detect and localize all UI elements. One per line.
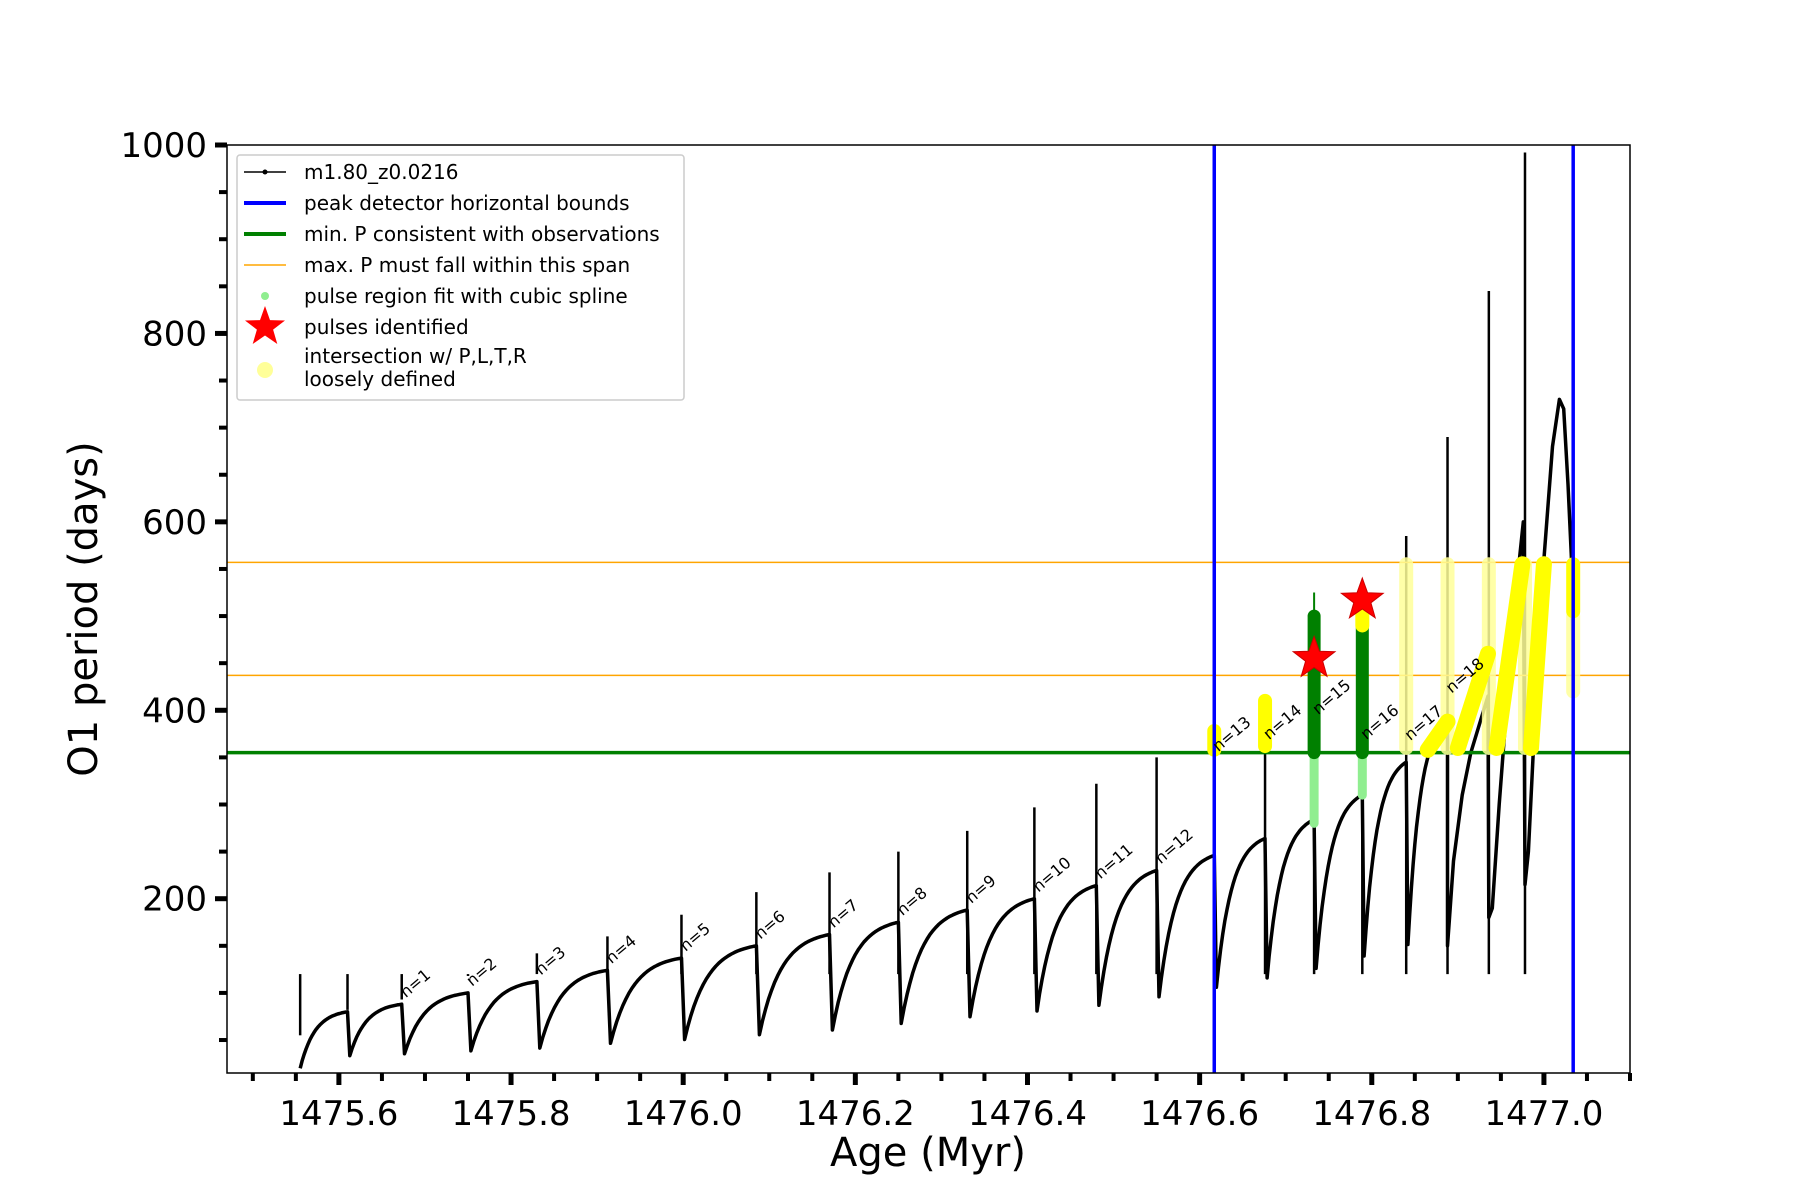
x-tick-label: 1476.4 [968, 1094, 1087, 1134]
pulse-star-icon [1339, 576, 1385, 620]
legend-star-icon [245, 306, 285, 344]
legend-box [236, 154, 685, 401]
y-axis-title: O1 period (days) [61, 441, 107, 776]
pulse-label: n=2 [462, 954, 500, 990]
y-tick-label: 600 [142, 503, 207, 543]
x-tick-label: 1477.0 [1484, 1094, 1603, 1134]
pulse-star-icon [1291, 635, 1337, 678]
intersection-track [1449, 645, 1496, 756]
legend-label: peak detector horizontal bounds [304, 191, 630, 215]
intersection-track [1523, 556, 1552, 756]
legend-label: max. P must fall within this span [304, 253, 630, 277]
legend-label: pulse region fit with cubic spline [304, 284, 628, 308]
legend-label: intersection w/ P,L,T,R [304, 344, 527, 368]
legend-label-line2: loosely defined [304, 367, 456, 391]
y-tick-label: 400 [142, 691, 207, 731]
x-axis-title: Age (Myr) [830, 1130, 1026, 1176]
x-tick-label: 1476.2 [796, 1094, 915, 1134]
x-tick-label: 1476.6 [1140, 1094, 1259, 1134]
legend-handle-circle [257, 362, 273, 378]
intersection-track [1419, 713, 1456, 758]
x-tick-label: 1475.6 [279, 1094, 398, 1134]
y-tick-label: 1000 [120, 126, 207, 166]
plot-frame [226, 144, 1631, 1074]
legend-label: min. P consistent with observations [304, 222, 660, 246]
x-tick-label: 1476.0 [624, 1094, 743, 1134]
legend-handle-dot [262, 169, 268, 175]
x-tick-label: 1476.8 [1312, 1094, 1431, 1134]
legend-label: m1.80_z0.0216 [304, 160, 459, 184]
y-tick-label: 200 [142, 880, 207, 920]
model-track-line [298, 397, 1575, 1069]
legend-label: pulses identified [304, 315, 469, 339]
plot-area: n=1 n=2 n=3 n=4 n=5 n=6 n=7 n=8 n=9 n=10 n=11 n=12n… [227, 145, 1630, 1073]
intersection-track [1488, 556, 1531, 756]
y-tick-label: 800 [142, 314, 207, 354]
legend-handle-dot [261, 292, 269, 300]
axes: 1475.6 1475.8 1476.0 1476.2 1476.4 1476.6 1476… [120, 126, 1632, 1134]
x-tick-label: 1475.8 [452, 1094, 571, 1134]
